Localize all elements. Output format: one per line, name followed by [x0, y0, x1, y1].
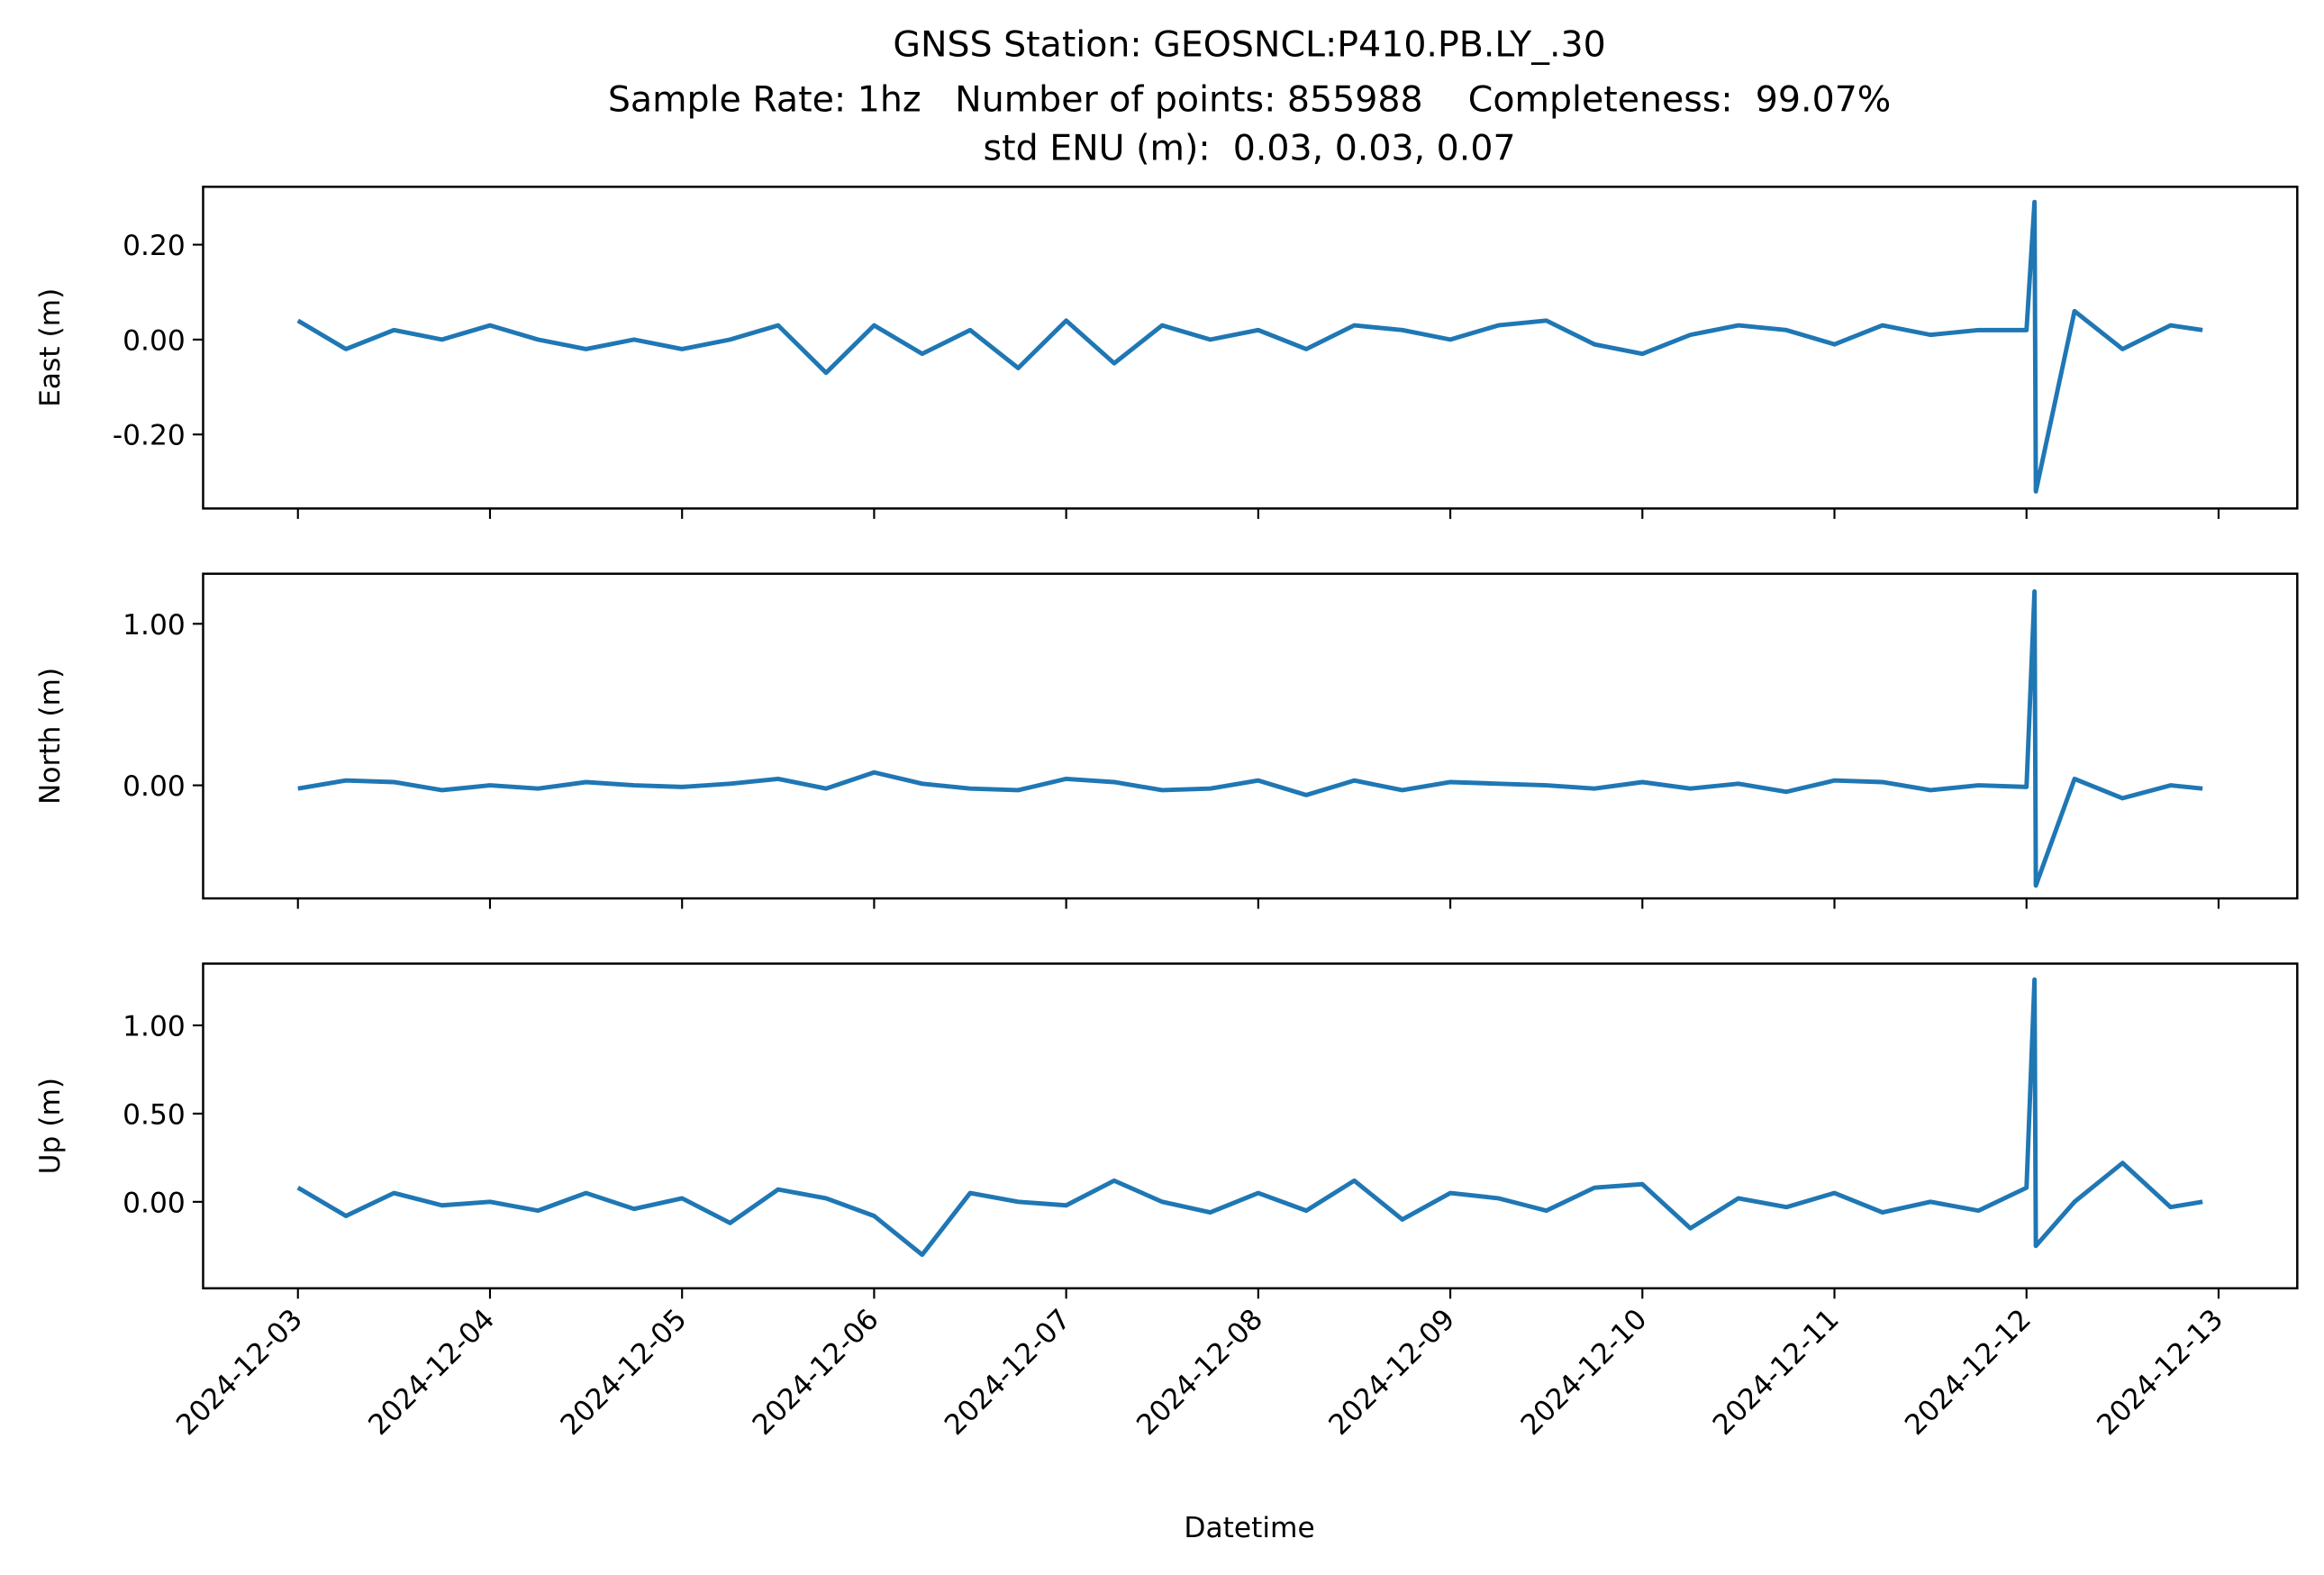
y-tick-label: 0.50 [123, 1098, 186, 1131]
y-tick-label: 0.00 [123, 770, 186, 803]
y-tick-label: 0.20 [123, 230, 186, 262]
y-axis-label: North (m) [34, 668, 67, 805]
axes-frame [202, 572, 2299, 900]
y-tick-label: 0.00 [123, 1187, 186, 1219]
y-axis-label: East (m) [34, 288, 67, 407]
chart-subtitle: Sample Rate: 1hz Number of points: 85598… [608, 78, 1891, 120]
data-line [296, 977, 2203, 1258]
y-tick-label: 1.00 [123, 1011, 186, 1043]
data-line [297, 589, 2203, 888]
chart-subtitle: std ENU (m): 0.03, 0.03, 0.07 [984, 128, 1516, 169]
axes-frame [202, 186, 2299, 510]
y-tick-label: -0.20 [113, 420, 186, 452]
data-line [296, 199, 2203, 494]
y-axis-label: Up (m) [34, 1078, 67, 1174]
y-tick-label: 1.00 [123, 609, 186, 642]
y-tick-label: 0.00 [123, 324, 186, 357]
axes-frame [202, 962, 2299, 1290]
x-axis-label: Datetime [1184, 1512, 1314, 1544]
chart-title: GNSS Station: GEOSNCL:P410.PB.LY_.30 [893, 24, 1605, 66]
